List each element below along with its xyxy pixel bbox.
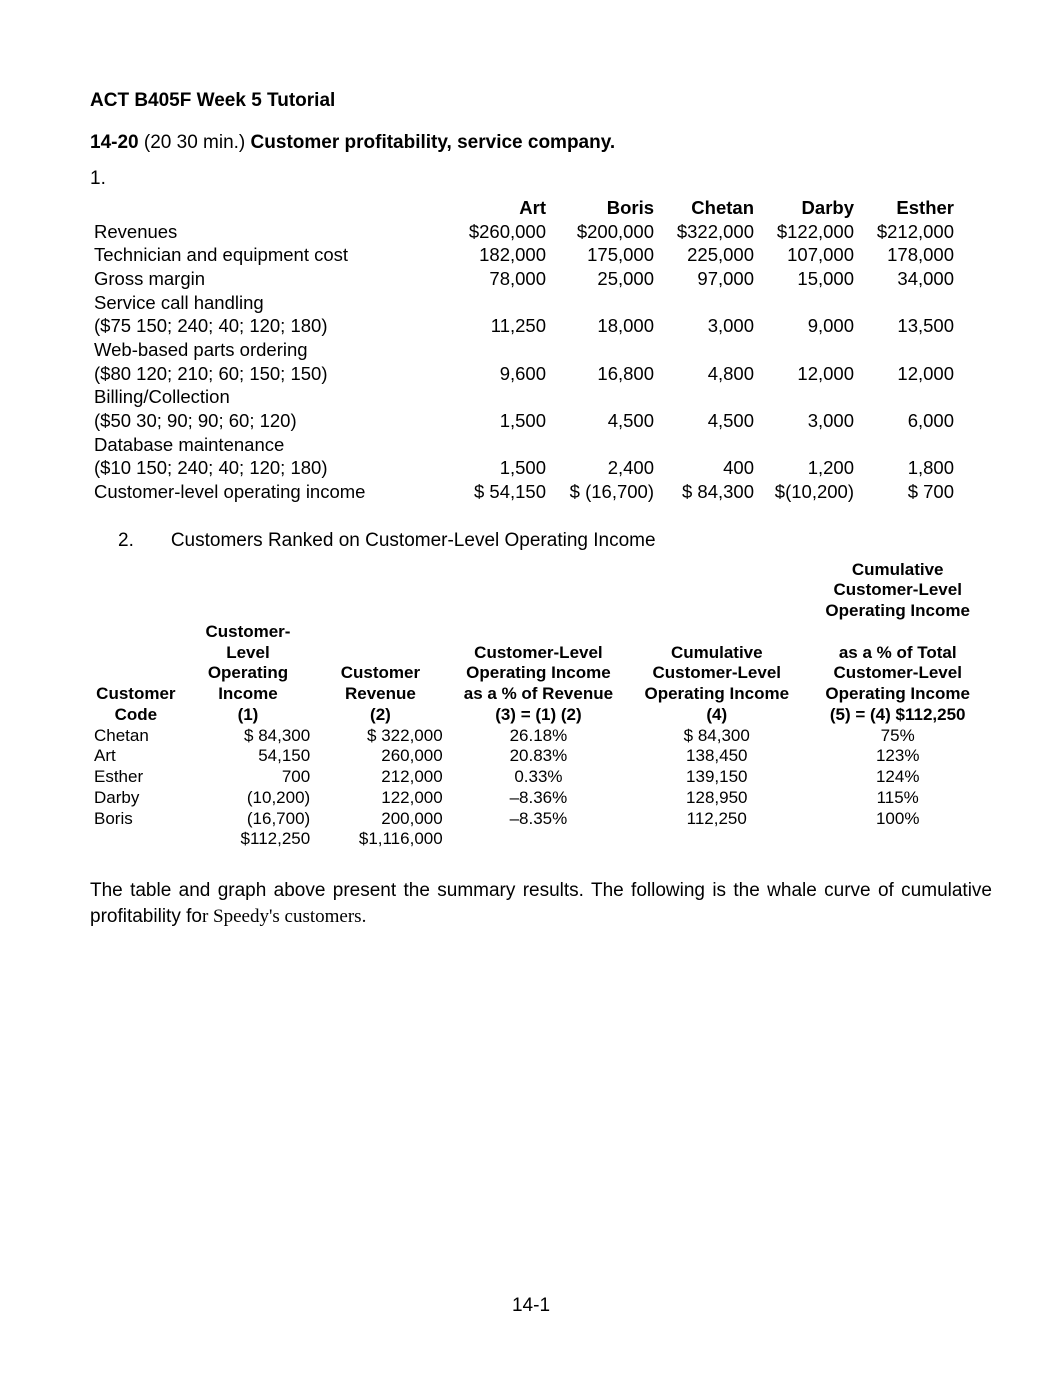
table-1-row: Technician and equipment cost182,000175,… <box>90 243 958 267</box>
h-c5-top2: Customer-Level <box>803 580 992 601</box>
table-2-header-row: Operating Income <box>90 601 992 622</box>
table-2-header-row: Customer Income Revenue as a % of Revenu… <box>90 684 992 705</box>
table-2-row: Chetan$ 84,300$ 322,00026.18%$ 84,30075% <box>90 726 992 747</box>
doc-title: ACT B405F Week 5 Tutorial <box>90 90 992 112</box>
table-1-row: ($10 150; 240; 40; 120; 180)1,5002,40040… <box>90 456 958 480</box>
h-c1c: Income <box>182 684 314 705</box>
h-c0b: Code <box>90 705 182 726</box>
h-c1a: Customer-Level <box>182 622 314 663</box>
part-2-text: Customers Ranked on Customer-Level Opera… <box>171 530 656 551</box>
col-art: Art <box>450 196 550 220</box>
q-time: (20 30 min.) <box>139 132 251 153</box>
table-1-header-row: Art Boris Chetan Darby Esther <box>90 196 958 220</box>
h-c1b: Operating <box>182 663 314 684</box>
table-1-row: Gross margin78,00025,00097,00015,00034,0… <box>90 267 958 291</box>
q-number: 14-20 <box>90 132 139 153</box>
question-line: 14-20 (20 30 min.) Customer profitabilit… <box>90 132 992 154</box>
part-2-heading: 2. Customers Ranked on Customer-Level Op… <box>118 530 992 552</box>
table-2-totals: $112,250$1,116,000 <box>90 829 992 850</box>
table-2: Cumulative Customer-Level Operating Inco… <box>90 560 992 850</box>
table-2-header-row: Customer-Level Customer-Level Cumulative… <box>90 622 992 663</box>
table-1-row: ($80 120; 210; 60; 150; 150)9,60016,8004… <box>90 362 958 386</box>
table-1-row: Service call handling <box>90 291 958 315</box>
h-c4top: Cumulative <box>630 622 803 663</box>
h-c2c: (2) <box>314 705 446 726</box>
h-c4a: Customer-Level <box>630 663 803 684</box>
table-1-row: Billing/Collection <box>90 385 958 409</box>
col-esther: Esther <box>858 196 958 220</box>
table-1-row: Revenues$260,000$200,000$322,000$122,000… <box>90 220 958 244</box>
summary-paragraph: The table and graph above present the su… <box>90 878 992 929</box>
h-c3a: Customer-Level <box>447 622 630 663</box>
q-topic: Customer profitability, service company. <box>251 132 616 153</box>
table-1-row: Customer-level operating income$ 54,150$… <box>90 480 958 504</box>
col-boris: Boris <box>550 196 658 220</box>
table-1-row: Web-based parts ordering <box>90 338 958 362</box>
page: ACT B405F Week 5 Tutorial 14-20 (20 30 m… <box>0 0 1062 1377</box>
h-c4c: (4) <box>630 705 803 726</box>
h-c3c: as a % of Revenue <box>447 684 630 705</box>
h-c5b: Customer-Level <box>803 663 992 684</box>
table-2-row: Darby(10,200)122,000–8.36%128,950115% <box>90 788 992 809</box>
col-darby: Darby <box>758 196 858 220</box>
part-1-label: 1. <box>90 168 992 190</box>
h-c5-top1: Cumulative <box>803 560 992 581</box>
table-2-header-row: Code (1) (2) (3) = (1) (2) (4) (5) = (4)… <box>90 705 992 726</box>
h-c5d: (5) = (4) $112,250 <box>803 705 992 726</box>
h-c3b: Operating Income <box>447 663 630 684</box>
table-1: Art Boris Chetan Darby Esther Revenues$2… <box>90 196 958 504</box>
table-2-header-row: Customer-Level <box>90 580 992 601</box>
table-1-row: Database maintenance <box>90 433 958 457</box>
h-c5a: as a % of Total <box>803 622 992 663</box>
h-c4b: Operating Income <box>630 684 803 705</box>
table-2-row: Esther700212,0000.33%139,150124% <box>90 767 992 788</box>
table-1-row: ($75 150; 240; 40; 120; 180)11,25018,000… <box>90 314 958 338</box>
part-2-num: 2. <box>118 530 134 551</box>
h-c1d: (1) <box>182 705 314 726</box>
table-1-row: ($50 30; 90; 90; 60; 120)1,5004,5004,500… <box>90 409 958 433</box>
table-2-row: Art54,150260,00020.83%138,450123% <box>90 746 992 767</box>
h-c2b: Revenue <box>314 684 446 705</box>
h-c3d: (3) = (1) (2) <box>447 705 630 726</box>
table-2-row: Boris(16,700)200,000–8.35%112,250100% <box>90 809 992 830</box>
para-part-2: r Speedy's customers. <box>202 906 366 927</box>
page-number: 14-1 <box>0 1295 1062 1317</box>
h-c2a: Customer <box>314 663 446 684</box>
h-c5c: Operating Income <box>803 684 992 705</box>
h-c5-top3: Operating Income <box>803 601 992 622</box>
h-c0a: Customer <box>90 684 182 705</box>
table-2-header-row: Operating Customer Operating Income Cust… <box>90 663 992 684</box>
table-2-header-row: Cumulative <box>90 560 992 581</box>
col-chetan: Chetan <box>658 196 758 220</box>
